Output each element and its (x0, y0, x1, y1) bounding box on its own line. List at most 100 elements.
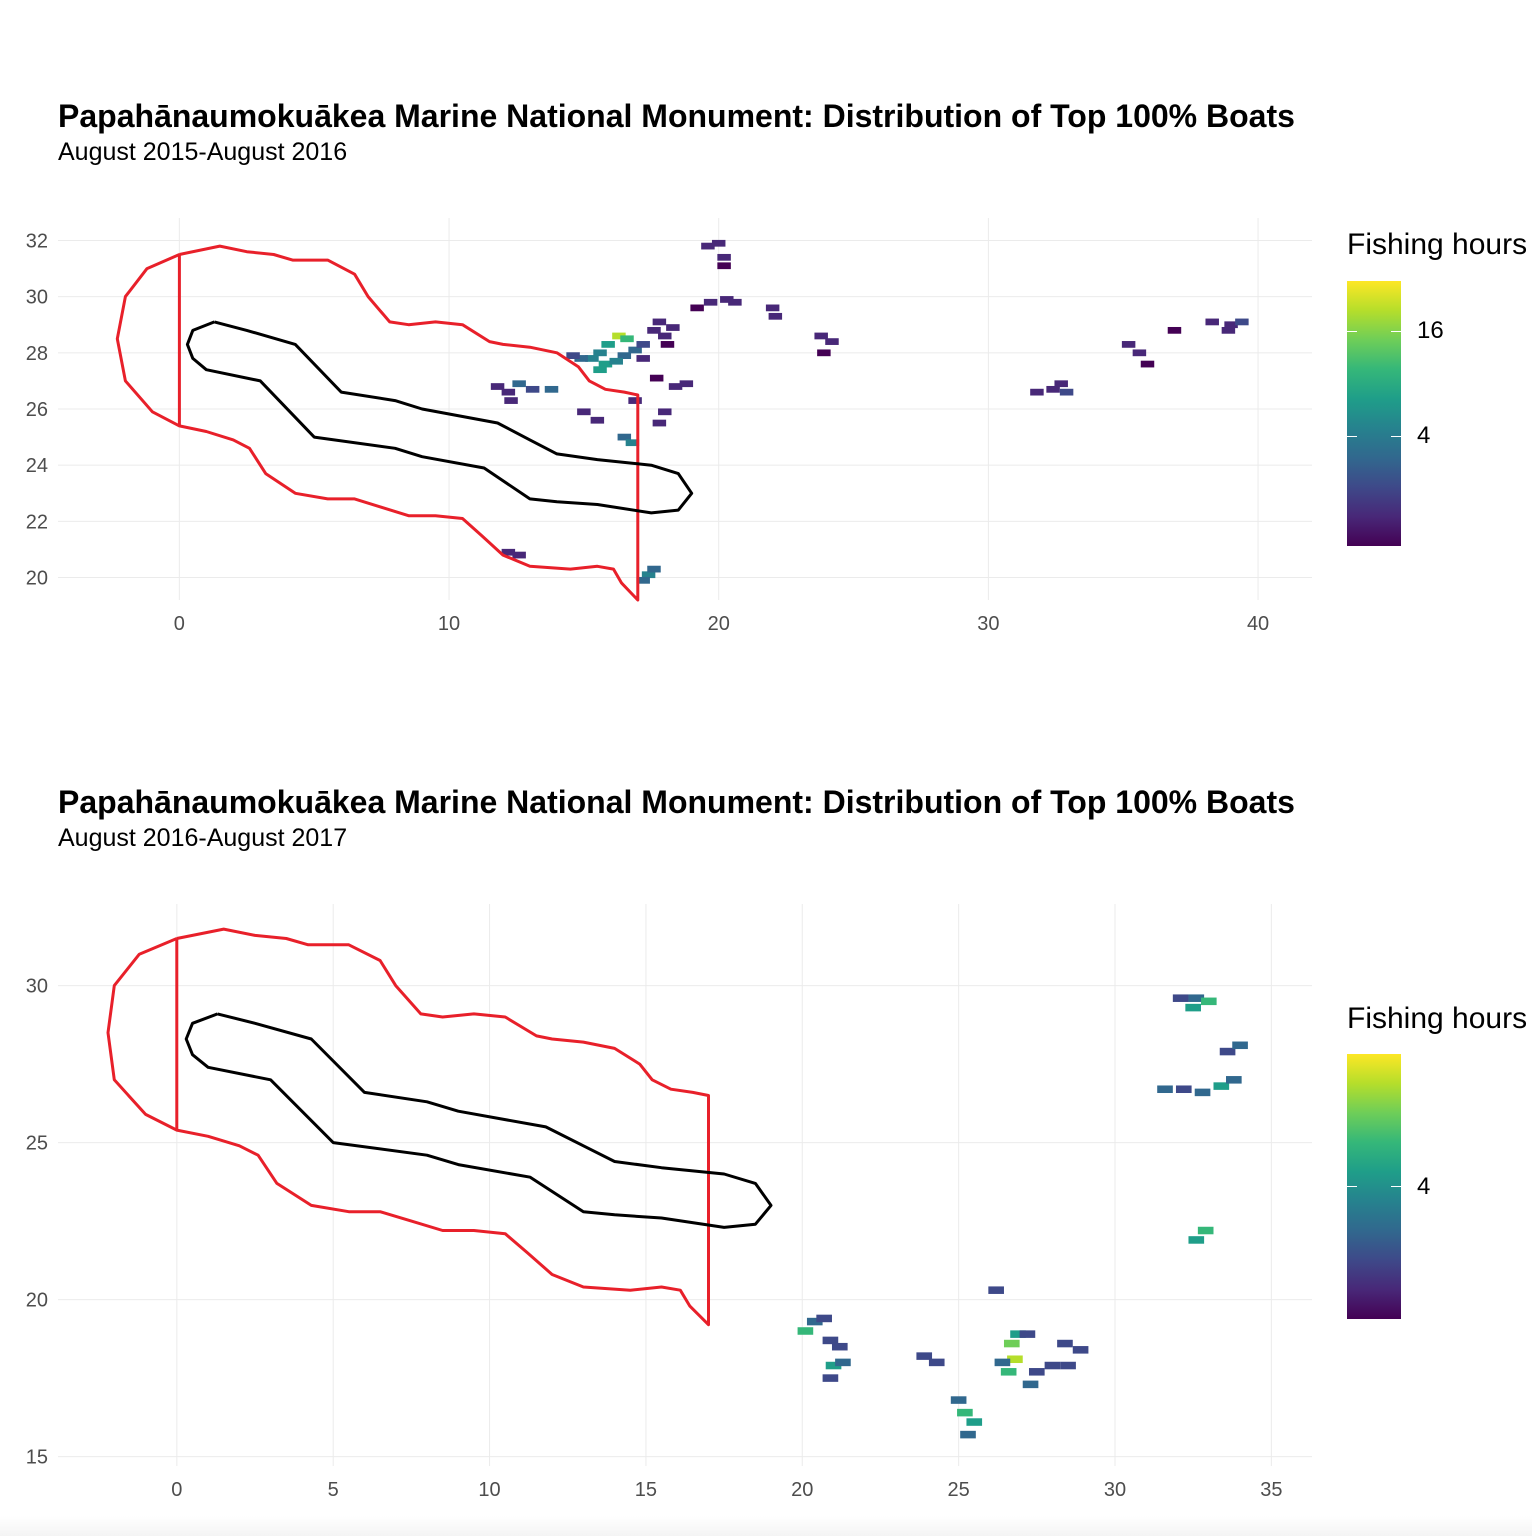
fishing-cell (666, 324, 680, 331)
fishing-cell (647, 565, 661, 573)
x-tick-label: 0 (171, 1479, 182, 1501)
colorbar-label: 16 (1417, 317, 1444, 344)
fishing-cell (636, 341, 650, 348)
y-tick-label: 30 (26, 287, 48, 309)
x-tick-label: 5 (328, 1479, 339, 1501)
fishing-cell (1010, 1330, 1026, 1338)
monument-buffer-line (115, 244, 640, 602)
chart-panel-2015-2016: Papahānaumokuākea Marine National Monume… (0, 80, 1532, 780)
fishing-cell (628, 346, 642, 354)
fishing-cell (960, 1430, 976, 1439)
fishing-cell (1030, 388, 1044, 396)
fishing-cell (652, 318, 667, 326)
fishing-cell (814, 332, 828, 340)
fishing-cell (636, 576, 650, 584)
chart-subtitle: August 2015-August 2016 (58, 138, 348, 166)
fishing-cell (720, 296, 734, 303)
fishing-cell (1046, 385, 1060, 393)
fishing-cell (1054, 380, 1068, 388)
fishing-cell (1185, 1003, 1201, 1012)
fishing-cell (658, 408, 672, 416)
fishing-cell (1224, 321, 1238, 329)
fishing-cell (816, 1314, 832, 1323)
fishing-cell (617, 433, 632, 441)
chart-title: Papahānaumokuākea Marine National Monume… (58, 98, 1295, 134)
y-tick-label: 30 (26, 976, 48, 998)
fishing-cell (490, 383, 505, 390)
fishing-cell (636, 355, 650, 362)
y-tick-label: 20 (26, 1290, 48, 1312)
fishing-cell (1213, 1082, 1230, 1090)
fishing-cell (652, 419, 667, 427)
fishing-cell (598, 360, 613, 368)
x-tick-label: 35 (1260, 1479, 1282, 1501)
fishing-cell (765, 304, 780, 312)
fishing-cell (806, 1317, 823, 1326)
chart-subtitle: August 2016-August 2017 (58, 824, 348, 852)
monument-boundary-line (185, 320, 694, 515)
fishing-cell (1197, 1226, 1214, 1235)
fishing-cell (512, 380, 526, 388)
fishing-cell (1000, 1368, 1017, 1376)
x-tick-label: 10 (478, 1479, 500, 1501)
fishing-cell (797, 1327, 814, 1335)
plot-area: 0 10 20 30 40 20 22 24 26 28 30 32 (26, 218, 1312, 635)
fishing-cell (817, 349, 831, 357)
fishing-cell (1200, 997, 1217, 1006)
fishing-cell (628, 397, 642, 404)
colorbar-label: 4 (1417, 422, 1431, 449)
fishing-cell (703, 298, 718, 306)
fishing-cell (916, 1352, 933, 1360)
fishing-cell (544, 385, 559, 393)
fishing-cell (831, 1342, 848, 1351)
fishing-cell (649, 374, 664, 382)
fishing-cell (701, 242, 715, 250)
fishing-cell (728, 298, 742, 306)
x-tick-label: 20 (708, 613, 730, 635)
fishing-cell (1028, 1368, 1045, 1376)
fishing-cell (768, 312, 783, 320)
fishing-cell (668, 383, 683, 390)
fishing-cell (1044, 1361, 1061, 1370)
fishing-cell (660, 341, 675, 348)
fishing-cell (1188, 1236, 1205, 1244)
x-tick-label: 25 (948, 1479, 970, 1501)
fishing-cell (994, 1358, 1011, 1367)
fishing-cell (1188, 994, 1205, 1002)
fishing-cell (1059, 388, 1074, 396)
x-tick-label: 0 (174, 613, 185, 635)
fishing-cell (1175, 1085, 1192, 1094)
legend: Fishing hours 4 (1347, 1002, 1532, 1319)
fishing-cell (512, 551, 526, 559)
fishing-cell (601, 341, 615, 348)
fishing-cell (1121, 341, 1136, 348)
monument-boundary-line (184, 1012, 773, 1229)
legend-title: Fishing hours (1347, 1002, 1528, 1035)
fishing-cell (1140, 360, 1155, 368)
fishing-cell (617, 352, 632, 360)
monument-buffer-line (106, 927, 710, 1327)
y-tick-label: 24 (26, 455, 48, 477)
colorbar-label: 4 (1417, 1173, 1431, 1200)
x-tick-label: 15 (635, 1479, 657, 1501)
y-tick-label: 22 (26, 511, 48, 533)
fishing-cell (988, 1286, 1004, 1294)
y-tick-label: 25 (26, 1133, 48, 1155)
fishing-cell (1019, 1330, 1036, 1338)
fishing-cell (574, 355, 588, 362)
plot-area: 0 5 10 15 20 25 30 35 15 20 25 30 (26, 904, 1312, 1501)
fishing-cell (957, 1408, 973, 1417)
colorbar (1347, 281, 1401, 546)
fishing-cell (641, 571, 656, 579)
fishing-cell (1157, 1085, 1173, 1094)
fishing-cell (612, 332, 626, 340)
fishing-cell (1219, 1047, 1236, 1056)
fishing-cell (577, 408, 591, 416)
x-tick-label: 40 (1247, 613, 1269, 635)
fishing-cell (1221, 326, 1236, 334)
fishing-cell (501, 388, 516, 396)
fishing-cell (1003, 1339, 1020, 1348)
y-tick-label: 20 (26, 568, 48, 590)
x-tick-label: 30 (977, 613, 999, 635)
fishing-cell (822, 1336, 839, 1345)
